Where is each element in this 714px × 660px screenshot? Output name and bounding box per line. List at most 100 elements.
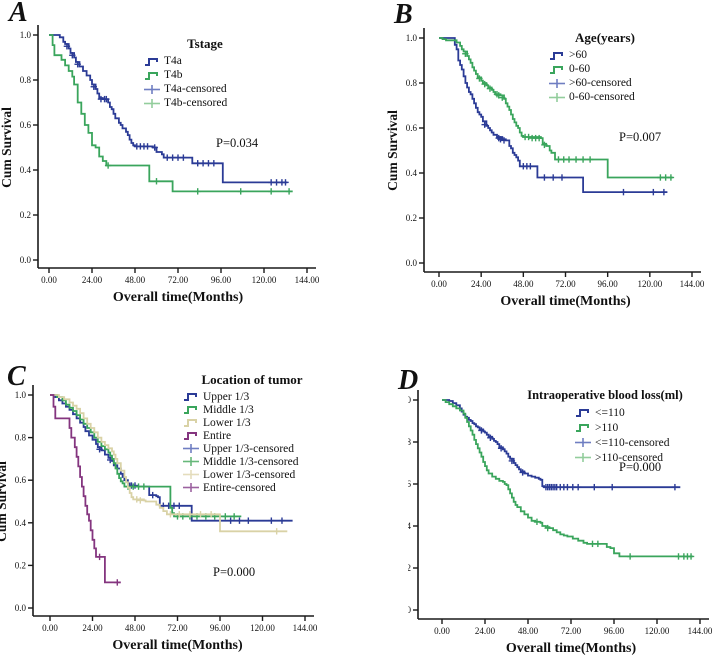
- km-curve-entire: [50, 394, 121, 584]
- km-curve-t4b: [49, 34, 293, 193]
- x-tick-labels: 0.00 24.00 48.00 72.00 96.00 120.00 144.00: [434, 626, 713, 636]
- censor-marks--110: [533, 518, 695, 560]
- x-axis-label: Overall time(Months): [113, 290, 244, 305]
- svg-text:72.00: 72.00: [561, 626, 582, 636]
- step-line-icon: [184, 419, 197, 427]
- svg-text:0.6: 0.6: [400, 479, 412, 489]
- step-line-icon: [184, 432, 197, 440]
- step-line-icon: [145, 71, 158, 80]
- y-tick-labels: 0.0 0.2 0.4 0.6 0.8 1.0: [406, 33, 418, 268]
- censored-plus-icon: [575, 453, 591, 462]
- p-value: P=0.000: [619, 460, 662, 474]
- svg-text:0.2: 0.2: [15, 560, 26, 570]
- p-value: P=0.034: [216, 136, 259, 150]
- svg-text:24.00: 24.00: [475, 626, 496, 636]
- legend-item-t4b-censored: T4b-censored: [144, 96, 266, 110]
- svg-text:72.00: 72.00: [168, 275, 189, 285]
- axes: [419, 28, 701, 277]
- legend-item-lower-1-3: Lower 1/3: [183, 416, 321, 429]
- legend-item-0-60-censored: 0-60-censored: [549, 90, 661, 104]
- svg-text:0.0: 0.0: [20, 255, 32, 265]
- legend-item--110-censored: <=110-censored: [505, 435, 705, 450]
- svg-text:144.00: 144.00: [293, 623, 318, 633]
- legend-label: Entire: [203, 429, 232, 442]
- svg-text:120.00: 120.00: [637, 279, 662, 289]
- y-tick-labels: 0.0 0.2 0.4 0.6 0.8 1.0: [15, 390, 27, 613]
- censor-marks-0-60: [462, 50, 675, 181]
- legend-item-0-60: 0-60: [549, 62, 661, 76]
- p-value: P=0.007: [619, 130, 662, 144]
- legend-item-t4a-censored: T4a-censored: [144, 82, 266, 96]
- legend-title: Age(years): [575, 30, 635, 45]
- censored-plus-icon: [183, 444, 199, 453]
- svg-text:24.00: 24.00: [471, 279, 492, 289]
- axes: [28, 385, 314, 621]
- legend-label: Middle 1/3-censored: [203, 455, 299, 468]
- panel-letter-d: D: [398, 365, 419, 396]
- censor-marks--60: [481, 121, 668, 196]
- svg-text:0.4: 0.4: [400, 521, 412, 531]
- svg-text:0.0: 0.0: [15, 603, 27, 613]
- censor-marks-lower-1-3: [133, 496, 280, 535]
- svg-text:0.6: 0.6: [15, 475, 27, 485]
- km-curve-middle-1-3: [50, 394, 242, 518]
- censor-marks-entire: [96, 553, 121, 586]
- panel-c: C 0.0 0.2 0.4 0.6 0.8 1.0 0.00 24.00 48.00 72.00 9…: [0, 330, 357, 660]
- km-plot-d: 0.0 0.2 0.4 0.6 0.8 1.0 0.00 24.00 48.00 72.00 96.…: [400, 390, 713, 656]
- panel-letter-b: B: [394, 0, 413, 30]
- svg-text:48.00: 48.00: [518, 626, 539, 636]
- svg-text:0.8: 0.8: [20, 75, 32, 85]
- svg-text:0.00: 0.00: [431, 279, 447, 289]
- svg-text:1.0: 1.0: [406, 33, 418, 43]
- svg-text:1.0: 1.0: [15, 390, 27, 400]
- svg-text:0.8: 0.8: [400, 437, 412, 447]
- svg-text:0.00: 0.00: [42, 623, 58, 633]
- svg-text:72.00: 72.00: [167, 623, 188, 633]
- step-line-icon: [145, 57, 158, 66]
- legend-item-middle-1-3-censored: Middle 1/3-censored: [183, 455, 321, 468]
- km-plot-b: 0.0 0.2 0.4 0.6 0.8 1.0 0.00 24.00 48.00 72.00 96.…: [385, 28, 705, 309]
- legend-items: >60 0-60 >60-censored 0-60-censored: [549, 48, 661, 104]
- legend-label: Upper 1/3-censored: [203, 442, 295, 455]
- svg-text:0.4: 0.4: [406, 168, 418, 178]
- censored-plus-icon: [549, 78, 565, 88]
- legend-item-middle-1-3: Middle 1/3: [183, 403, 321, 416]
- legend-label: >60-censored: [569, 77, 632, 89]
- x-axis-label: Overall time(Months): [506, 641, 637, 656]
- censor-marks-t4b: [104, 162, 293, 195]
- legend-item-lower-1-3-censored: Lower 1/3-censored: [183, 468, 321, 481]
- p-value: P=0.000: [213, 565, 256, 579]
- censored-plus-icon: [549, 92, 565, 102]
- step-line-icon: [550, 65, 563, 74]
- svg-text:0.2: 0.2: [400, 563, 411, 573]
- svg-text:96.00: 96.00: [604, 626, 625, 636]
- svg-text:72.00: 72.00: [555, 279, 576, 289]
- legend-item-t4a: T4a: [144, 54, 266, 68]
- y-axis-label: Cum Survival: [385, 110, 400, 191]
- censored-plus-icon: [144, 98, 160, 108]
- censored-plus-icon: [575, 438, 591, 447]
- km-curve-lower-1-3: [50, 394, 288, 533]
- legend-item-entire: Entire: [183, 429, 321, 442]
- panel-letter-a: A: [9, 0, 28, 28]
- legend-item--110: <=110: [505, 405, 705, 420]
- legend-item--60-censored: >60-censored: [549, 76, 661, 90]
- y-axis-label: Cum Survival: [0, 107, 14, 188]
- y-axis-label: Cum Survival: [0, 461, 9, 542]
- svg-text:48.00: 48.00: [125, 275, 146, 285]
- panel-b: B 0.0 0.2 0.4 0.6 0.8 1.0 0.00 24.00 48.00 72.00 9…: [357, 0, 714, 330]
- svg-text:0.6: 0.6: [406, 123, 418, 133]
- svg-text:1.0: 1.0: [400, 395, 412, 405]
- legend-a: Tstage T4a T4b T4a-censored T4b-censored: [144, 36, 266, 110]
- legend-item-t4b: T4b: [144, 68, 266, 82]
- svg-text:48.00: 48.00: [125, 623, 146, 633]
- y-tick-labels: 0.0 0.2 0.4 0.6 0.8 1.0: [400, 395, 412, 615]
- x-axis-label: Overall time(Months): [112, 638, 243, 653]
- panel-letter-c: C: [7, 361, 26, 392]
- step-line-icon: [184, 406, 197, 414]
- x-tick-labels: 0.00 24.00 48.00 72.00 96.00 120.00 144.00: [431, 279, 705, 289]
- svg-text:144.00: 144.00: [680, 279, 705, 289]
- x-tick-labels: 0.00 24.00 48.00 72.00 96.00 120.00 144.00: [42, 623, 318, 633]
- svg-text:96.00: 96.00: [211, 275, 232, 285]
